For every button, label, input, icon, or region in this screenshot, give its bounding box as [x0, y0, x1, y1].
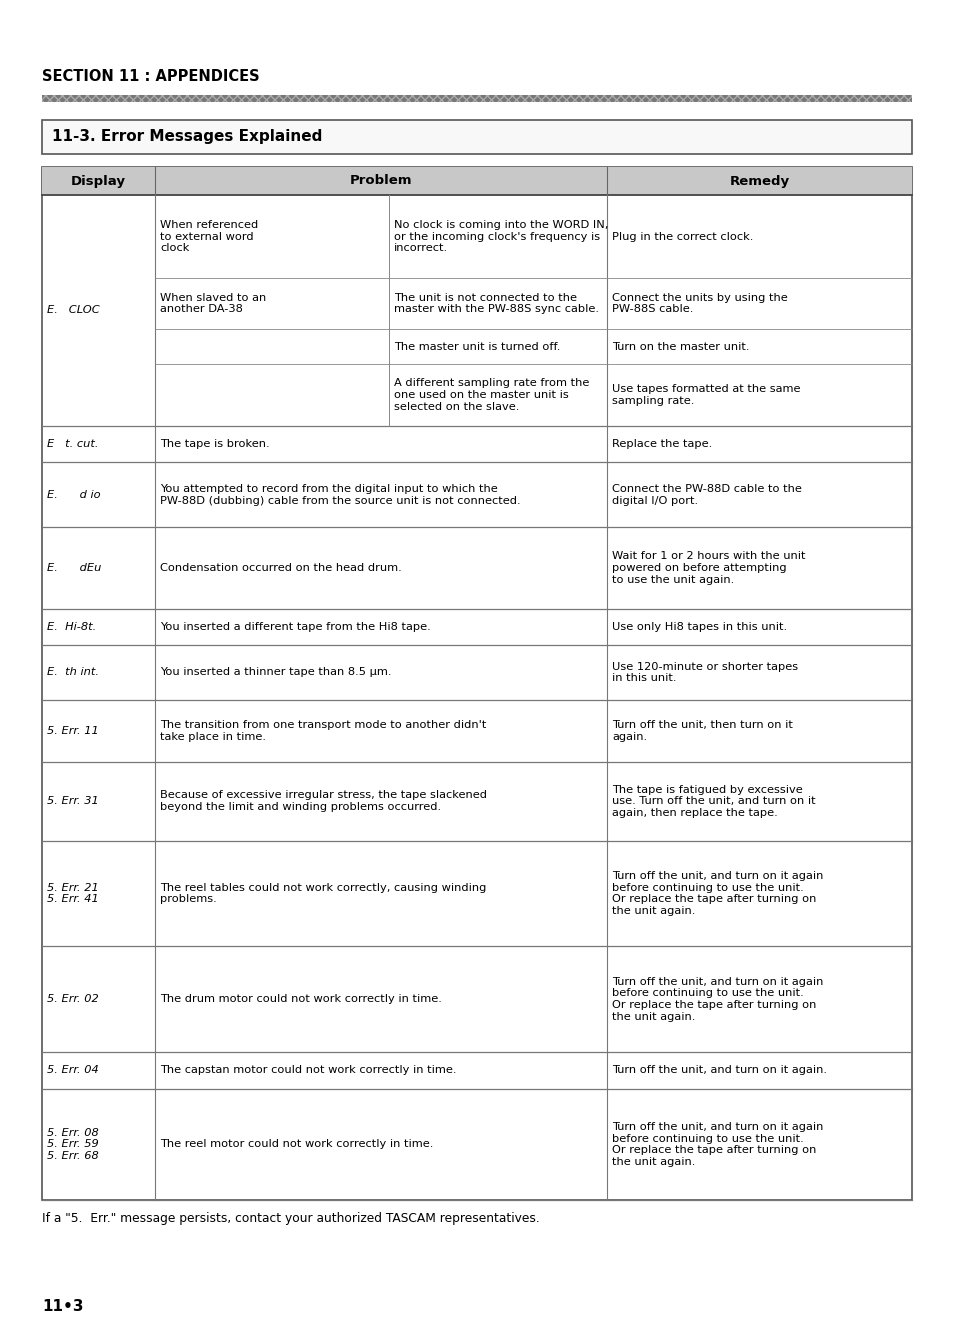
Text: The master unit is turned off.: The master unit is turned off.	[394, 342, 559, 352]
Text: E   t. cut.: E t. cut.	[47, 439, 98, 448]
Text: The reel tables could not work correctly, causing winding
problems.: The reel tables could not work correctly…	[160, 883, 486, 905]
Bar	[42, 166, 911, 195]
Text: The unit is not connected to the
master with the PW-88S sync cable.: The unit is not connected to the master …	[394, 293, 598, 314]
Text: 11-3. Error Messages Explained: 11-3. Error Messages Explained	[52, 129, 322, 145]
Text: If a "5.  Err." message persists, contact your authorized TASCAM representatives: If a "5. Err." message persists, contact…	[42, 1212, 539, 1225]
Text: E.   CLOC: E. CLOC	[47, 305, 100, 315]
Text: 11•3: 11•3	[42, 1299, 84, 1314]
Text: The tape is broken.: The tape is broken.	[160, 439, 270, 448]
Text: Turn off the unit, then turn on it
again.: Turn off the unit, then turn on it again…	[612, 719, 792, 742]
Text: When referenced
to external word
clock: When referenced to external word clock	[160, 220, 258, 254]
Text: 5. Err. 08
5. Err. 59
5. Err. 68: 5. Err. 08 5. Err. 59 5. Err. 68	[47, 1127, 99, 1161]
Text: Turn off the unit, and turn on it again
before continuing to use the unit.
Or re: Turn off the unit, and turn on it again …	[612, 1122, 822, 1166]
Text: Turn off the unit, and turn on it again
before continuing to use the unit.
Or re: Turn off the unit, and turn on it again …	[612, 871, 822, 915]
Text: SECTION 11 : APPENDICES: SECTION 11 : APPENDICES	[42, 68, 259, 85]
Text: You inserted a different tape from the Hi8 tape.: You inserted a different tape from the H…	[160, 621, 431, 632]
Text: 5. Err. 11: 5. Err. 11	[47, 726, 99, 735]
Text: 5. Err. 31: 5. Err. 31	[47, 796, 99, 807]
Bar	[42, 119, 911, 154]
Text: You attempted to record from the digital input to which the
PW-88D (dubbing) cab: You attempted to record from the digital…	[160, 484, 520, 506]
Text: Turn off the unit, and turn on it again
before continuing to use the unit.
Or re: Turn off the unit, and turn on it again …	[612, 977, 822, 1021]
Text: E.      d io: E. d io	[47, 490, 100, 499]
Text: 5. Err. 21
5. Err. 41: 5. Err. 21 5. Err. 41	[47, 883, 99, 905]
Text: The reel motor could not work correctly in time.: The reel motor could not work correctly …	[160, 1139, 433, 1149]
Text: You inserted a thinner tape than 8.5 µm.: You inserted a thinner tape than 8.5 µm.	[160, 667, 391, 678]
Text: Connect the PW-88D cable to the
digital I/O port.: Connect the PW-88D cable to the digital …	[612, 484, 801, 506]
Text: Wait for 1 or 2 hours with the unit
powered on before attempting
to use the unit: Wait for 1 or 2 hours with the unit powe…	[612, 552, 804, 585]
Text: Connect the units by using the
PW-88S cable.: Connect the units by using the PW-88S ca…	[612, 293, 787, 314]
Text: Remedy: Remedy	[729, 174, 789, 188]
Text: 5. Err. 02: 5. Err. 02	[47, 994, 99, 1004]
Text: E.      dEu: E. dEu	[47, 564, 101, 573]
Text: E.  Hi-8t.: E. Hi-8t.	[47, 621, 96, 632]
Text: Replace the tape.: Replace the tape.	[612, 439, 712, 448]
Text: Condensation occurred on the head drum.: Condensation occurred on the head drum.	[160, 564, 401, 573]
Text: Turn on the master unit.: Turn on the master unit.	[612, 342, 749, 352]
Text: The drum motor could not work correctly in time.: The drum motor could not work correctly …	[160, 994, 441, 1004]
Text: Use tapes formatted at the same
sampling rate.: Use tapes formatted at the same sampling…	[612, 384, 800, 405]
Text: The tape is fatigued by excessive
use. Turn off the unit, and turn on it
again, : The tape is fatigued by excessive use. T…	[612, 785, 815, 817]
Bar	[42, 95, 911, 102]
Text: The transition from one transport mode to another didn't
take place in time.: The transition from one transport mode t…	[160, 719, 486, 742]
Text: Turn off the unit, and turn on it again.: Turn off the unit, and turn on it again.	[612, 1066, 826, 1075]
Text: Problem: Problem	[350, 174, 412, 188]
Bar	[42, 166, 911, 1200]
Text: Plug in the correct clock.: Plug in the correct clock.	[612, 232, 753, 242]
Text: E.  th int.: E. th int.	[47, 667, 99, 678]
Text: Use only Hi8 tapes in this unit.: Use only Hi8 tapes in this unit.	[612, 621, 786, 632]
Text: Use 120-minute or shorter tapes
in this unit.: Use 120-minute or shorter tapes in this …	[612, 662, 798, 683]
Text: When slaved to an
another DA-38: When slaved to an another DA-38	[160, 293, 266, 314]
Text: The capstan motor could not work correctly in time.: The capstan motor could not work correct…	[160, 1066, 456, 1075]
Text: 5. Err. 04: 5. Err. 04	[47, 1066, 99, 1075]
Text: A different sampling rate from the
one used on the master unit is
selected on th: A different sampling rate from the one u…	[394, 378, 589, 412]
Bar	[42, 95, 911, 102]
Text: Display: Display	[71, 174, 126, 188]
Text: Because of excessive irregular stress, the tape slackened
beyond the limit and w: Because of excessive irregular stress, t…	[160, 790, 486, 812]
Text: No clock is coming into the WORD IN,
or the incoming clock's frequency is
incorr: No clock is coming into the WORD IN, or …	[394, 220, 608, 254]
